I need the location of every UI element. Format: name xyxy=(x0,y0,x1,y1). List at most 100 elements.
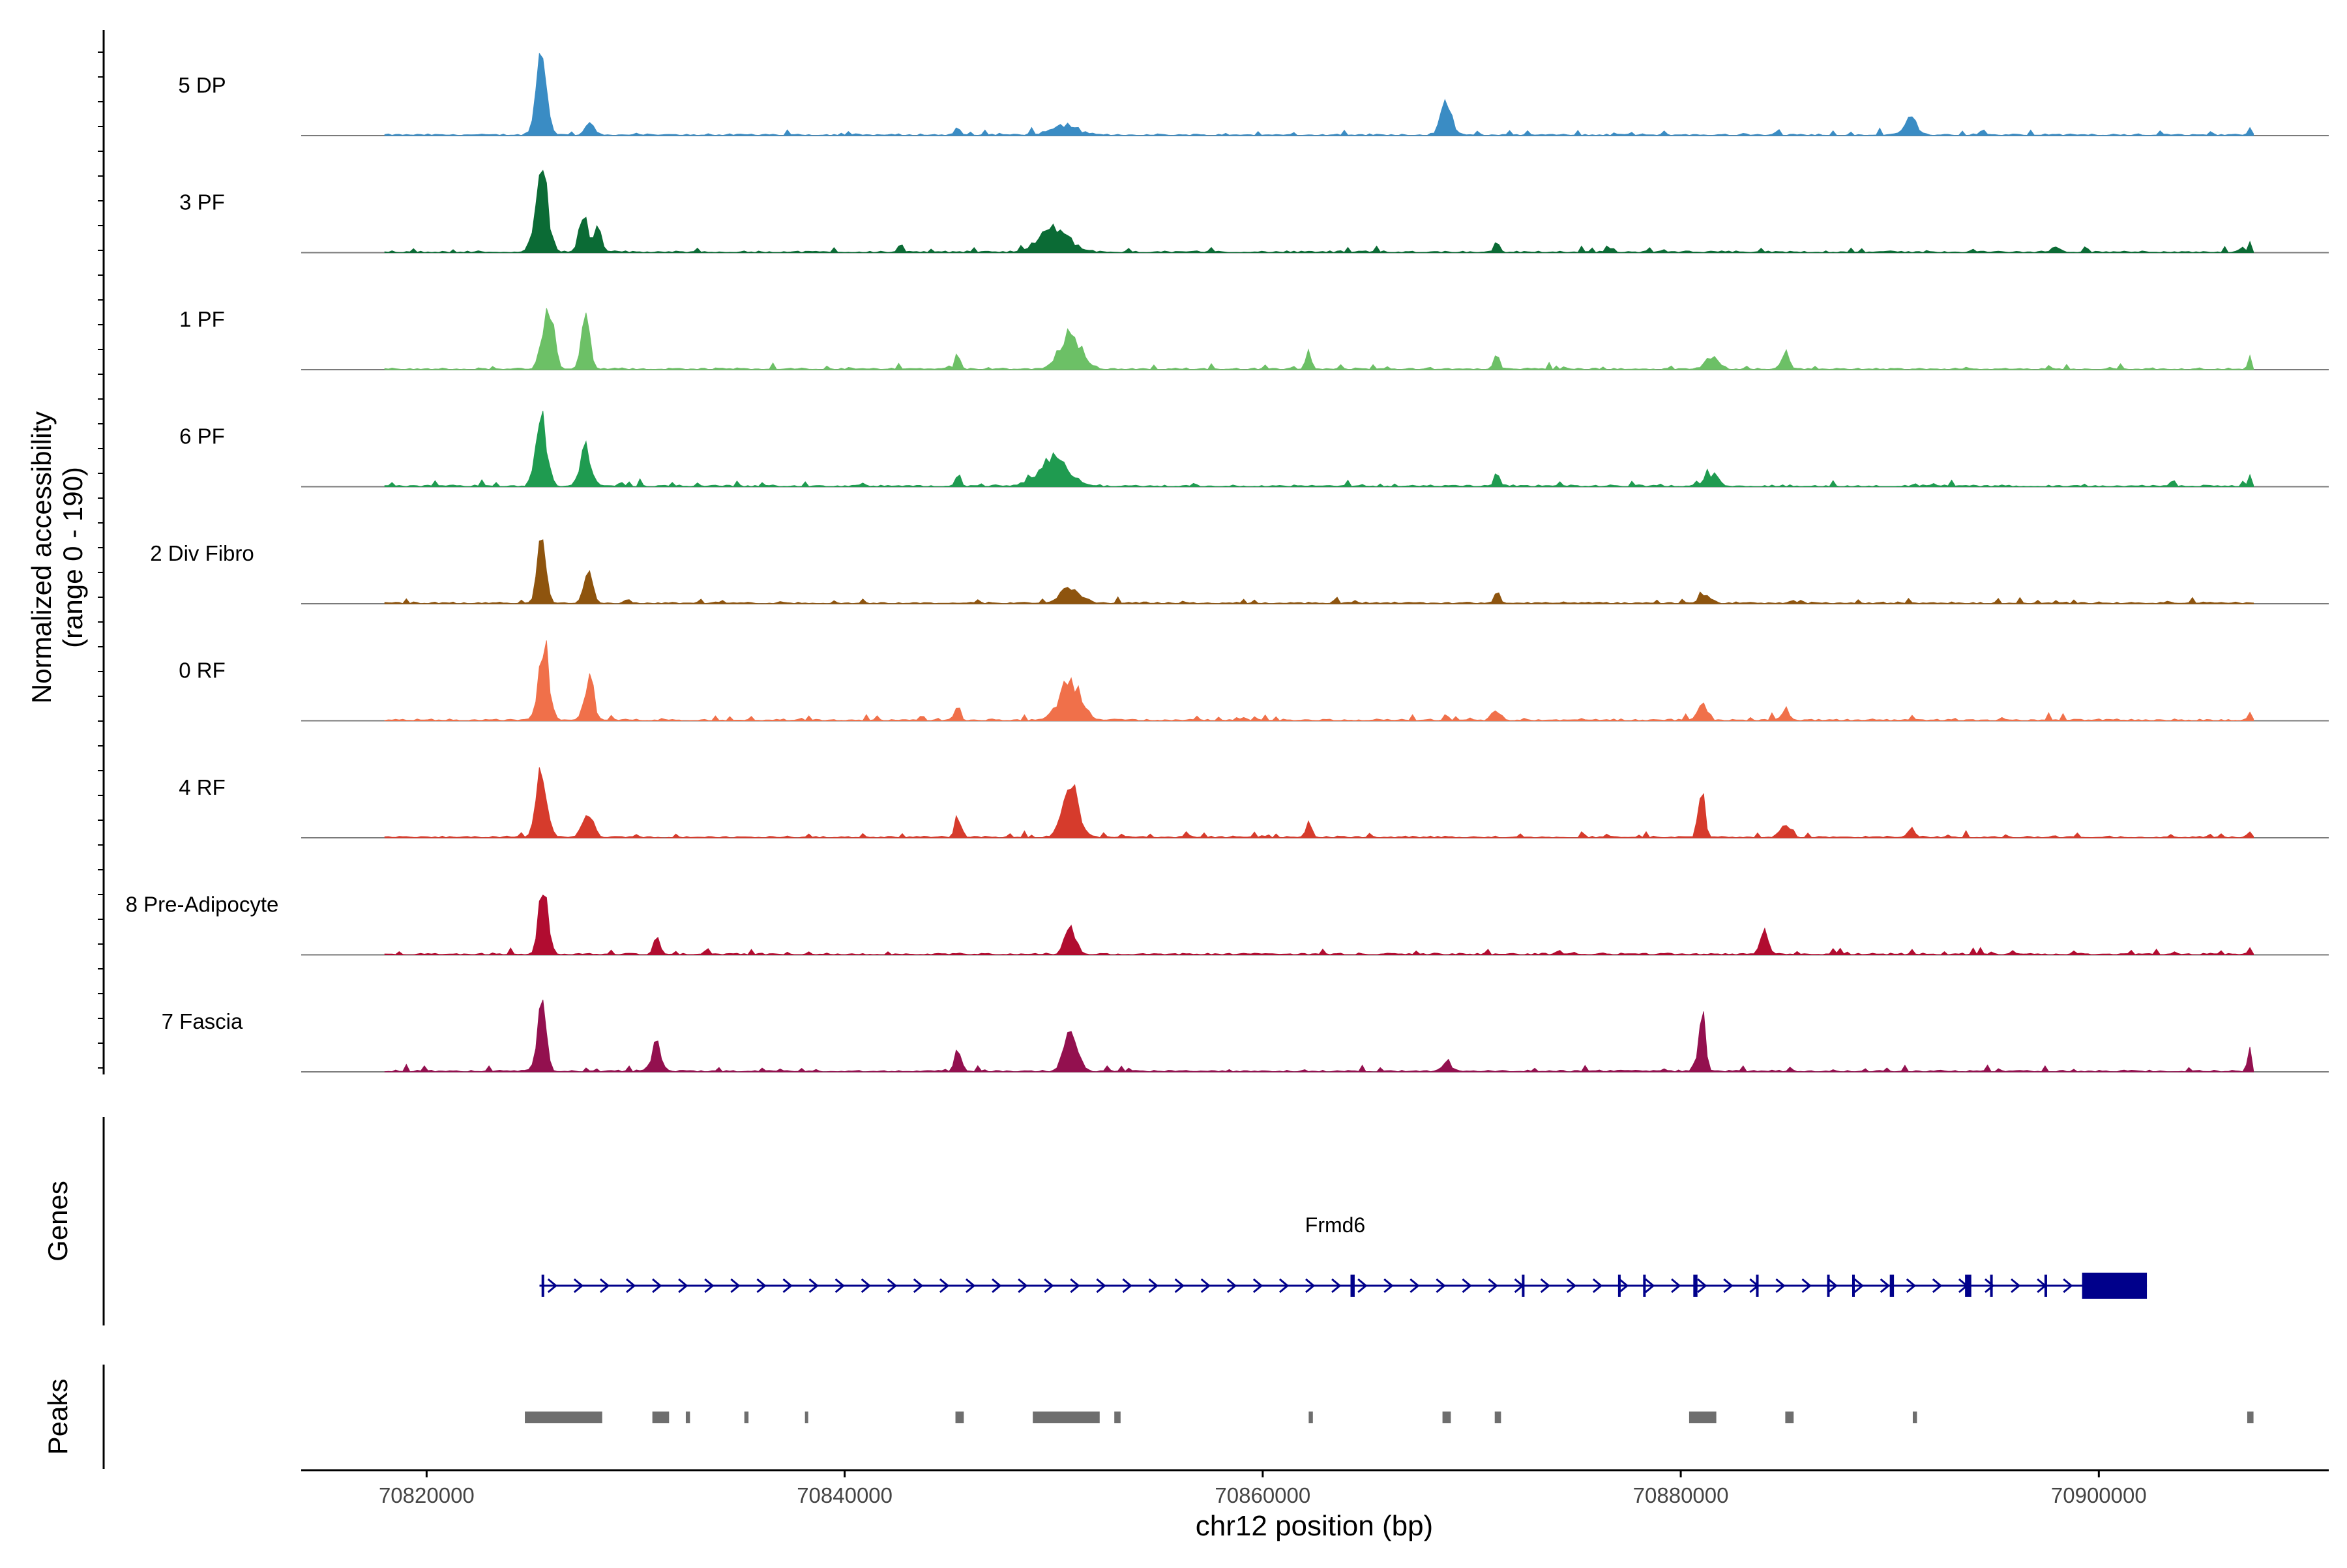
peak-region-4 xyxy=(804,1412,808,1423)
gene-strand-chevron-51 xyxy=(1880,1278,1891,1294)
gene-exon-12 xyxy=(2044,1275,2047,1297)
gene-strand-chevron-26 xyxy=(1226,1278,1237,1294)
gene-strand-chevron-8 xyxy=(756,1278,767,1294)
peak-region-11 xyxy=(1689,1412,1717,1423)
gene-strand-chevron-50 xyxy=(1853,1278,1864,1294)
gene-strand-chevron-22 xyxy=(1122,1278,1132,1294)
gene-exon-4 xyxy=(1643,1275,1646,1297)
genes-ylabel: Genes xyxy=(42,1181,73,1262)
gene-strand-chevron-9 xyxy=(782,1278,793,1294)
gene-strand-chevron-35 xyxy=(1462,1278,1472,1294)
track-7: 8 Pre-Adipocyte xyxy=(126,893,2329,956)
gene-strand-chevron-2 xyxy=(599,1278,610,1294)
track-label-6: 4 RF xyxy=(179,775,226,799)
peak-region-14 xyxy=(2247,1412,2254,1423)
track-1: 3 PF xyxy=(179,170,2329,254)
gene-strand-chevron-25 xyxy=(1200,1278,1211,1294)
gene-strand-chevron-23 xyxy=(1148,1278,1159,1294)
gene-exon-9 xyxy=(1889,1275,1895,1297)
gene-strand-chevron-17 xyxy=(992,1278,1002,1294)
gene-exon-3 xyxy=(1617,1275,1621,1297)
gene-strand-chevron-41 xyxy=(1618,1278,1629,1294)
track-label-0: 5 DP xyxy=(178,73,226,97)
coverage-tracks: 5 DP 3 PF 1 PF 6 PF 2 Div Fibro 0 RF 4 RF 8 Pre… xyxy=(126,52,2329,1072)
track-6: 4 RF xyxy=(179,767,2329,838)
gene-strand-chevron-40 xyxy=(1592,1278,1603,1294)
peak-region-9 xyxy=(1442,1412,1451,1423)
track-signal-7 xyxy=(384,895,2254,956)
x-tick-label-3: 70880000 xyxy=(1633,1483,1729,1507)
gene-strand-chevron-28 xyxy=(1278,1278,1290,1294)
coverage-ylabel-line2: (range 0 - 190) xyxy=(57,467,88,648)
peak-region-0 xyxy=(525,1412,602,1423)
track-label-1: 3 PF xyxy=(179,190,225,214)
track-signal-3 xyxy=(384,411,2254,488)
gene-strand-chevron-12 xyxy=(861,1278,872,1294)
gene-strand-chevron-24 xyxy=(1174,1278,1185,1294)
track-label-4: 2 Div Fibro xyxy=(150,541,254,565)
gene-strand-chevron-31 xyxy=(1357,1278,1368,1294)
track-signal-4 xyxy=(384,539,2254,604)
gene-strand-chevron-43 xyxy=(1671,1278,1681,1294)
gene-strand-chevron-53 xyxy=(1932,1278,1943,1294)
gene-strand-chevron-38 xyxy=(1540,1278,1551,1294)
gene-strand-chevron-15 xyxy=(939,1278,950,1294)
gene-strand-chevron-36 xyxy=(1488,1278,1498,1294)
gene-strand-chevron-19 xyxy=(1044,1278,1054,1294)
gene-strand-chevron-27 xyxy=(1252,1278,1263,1294)
gene-exon-6 xyxy=(1756,1275,1759,1297)
track-signal-5 xyxy=(384,640,2254,722)
peak-region-7 xyxy=(1114,1412,1121,1423)
gene-strand-chevron-14 xyxy=(913,1278,924,1294)
peak-region-10 xyxy=(1494,1412,1501,1423)
gene-strand-chevron-34 xyxy=(1436,1278,1446,1294)
track-label-8: 7 Fascia xyxy=(162,1009,243,1033)
peak-region-8 xyxy=(1308,1412,1313,1423)
track-3: 6 PF xyxy=(179,411,2329,488)
track-2: 1 PF xyxy=(179,307,2329,370)
gene-exon-13 xyxy=(2082,1273,2148,1299)
gene-exon-7 xyxy=(1827,1275,1830,1297)
gene-exon-0 xyxy=(541,1275,544,1297)
peak-region-1 xyxy=(652,1412,670,1423)
peaks-ylabel: Peaks xyxy=(42,1379,73,1455)
track-signal-2 xyxy=(384,308,2254,370)
gene-exon-11 xyxy=(1990,1275,1993,1297)
gene-strand-chevron-45 xyxy=(1723,1278,1734,1294)
track-label-3: 6 PF xyxy=(179,424,225,449)
gene-strand-chevron-49 xyxy=(1827,1278,1838,1294)
gene-strand-chevron-10 xyxy=(808,1278,819,1294)
track-label-2: 1 PF xyxy=(179,307,225,331)
track-label-5: 0 RF xyxy=(179,658,226,683)
track-label-7: 8 Pre-Adipocyte xyxy=(126,893,279,917)
gene-strand-chevron-55 xyxy=(1985,1278,1995,1294)
gene-strand-chevron-11 xyxy=(834,1278,845,1294)
gene-exon-10 xyxy=(1965,1275,1971,1297)
track-signal-1 xyxy=(384,170,2254,254)
gene-strand-chevron-29 xyxy=(1305,1278,1316,1294)
gene-strand-chevron-0 xyxy=(547,1278,558,1294)
gene-strand-chevron-47 xyxy=(1775,1278,1786,1294)
peak-region-13 xyxy=(1912,1412,1917,1423)
gene-strand-chevron-56 xyxy=(2011,1278,2021,1294)
peak-region-2 xyxy=(685,1412,690,1423)
gene-strand-chevron-5 xyxy=(678,1278,688,1294)
track-5: 0 RF xyxy=(179,640,2329,722)
peak-region-12 xyxy=(1785,1412,1794,1423)
gene-strand-chevron-4 xyxy=(652,1278,662,1294)
gene-strand-chevron-32 xyxy=(1383,1278,1394,1294)
x-axis-label: chr12 position (bp) xyxy=(1196,1510,1433,1542)
track-4: 2 Div Fibro xyxy=(150,539,2329,604)
track-signal-8 xyxy=(384,999,2254,1072)
gene-exon-2 xyxy=(1522,1275,1525,1297)
x-tick-label-0: 70820000 xyxy=(379,1483,475,1507)
x-tick-label-2: 70860000 xyxy=(1215,1483,1310,1507)
gene-strand-chevron-42 xyxy=(1645,1278,1655,1294)
track-8: 7 Fascia xyxy=(162,999,2329,1072)
peaks-track xyxy=(525,1412,2254,1423)
gene-strand-chevron-48 xyxy=(1801,1278,1812,1294)
gene-strand-chevron-3 xyxy=(626,1278,636,1294)
gene-exon-8 xyxy=(1852,1275,1855,1297)
gene-strand-chevron-1 xyxy=(573,1278,584,1294)
